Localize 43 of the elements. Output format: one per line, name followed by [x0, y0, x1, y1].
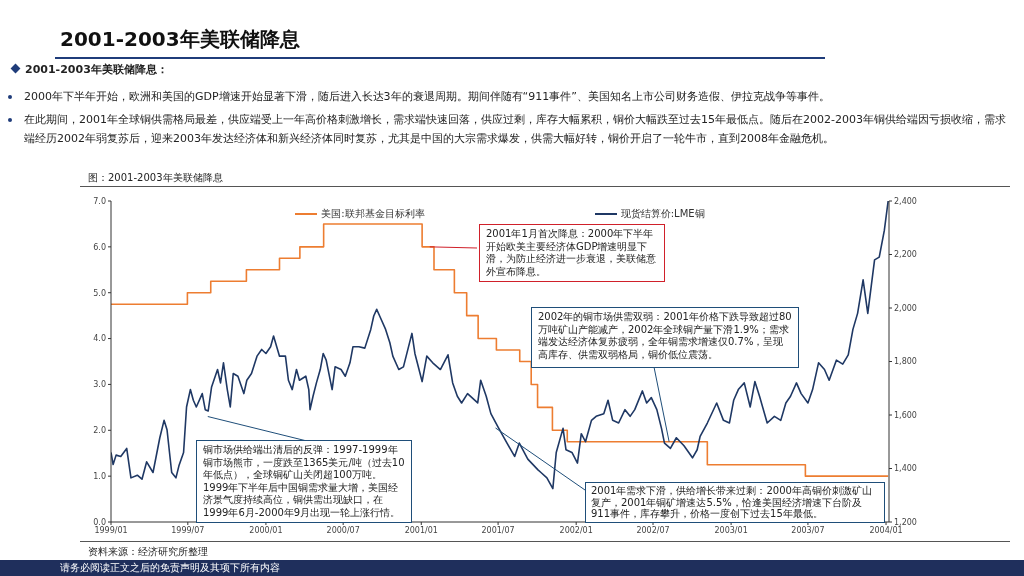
callout-box: 铜市场供给端出清后的反弹：1997-1999年铜市场熊市，一度跌至1365美元/吨（过去10年低点），全球铜矿山关闭超100万吨。1999年下半年后中国铜需求量大增，美国经济景气度持续高位，铜供需出现缺口，在1999年6月-2000年9月出现一轮上涨行情。 — [196, 440, 412, 523]
annotation: 2002年的铜市场供需双弱：2001年价格下跌导致超过80万吨矿山产能减产，2002年全球铜产量下滑1.9%；需求端发达经济体复苏疲弱，全年铜需求增速仅0.7%，呈现高库存、供需双弱格局，铜价低位震荡。 — [538, 311, 792, 360]
x-tick-label: 2000/01 — [249, 525, 283, 535]
y2-tick-label: 2,200 — [894, 250, 917, 260]
y-tick-label: 2.0 — [93, 426, 106, 436]
x-tick-label: 1999/07 — [171, 525, 205, 535]
x-tick-label: 1999/01 — [94, 525, 128, 535]
y-tick-label: 4.0 — [93, 334, 106, 344]
callout-box: 2001年需求下滑，供给增长带来过剩：2000年高铜价刺激矿山复产，2001年铜矿增速达5.5%，恰逢美国经济增速下台阶及911事件，库存攀升，价格一度创下过去15年最低。 — [585, 482, 885, 523]
y-tick-label: 7.0 — [93, 196, 106, 206]
x-tick-label: 2001/07 — [481, 525, 515, 535]
x-tick-label: 2003/01 — [714, 525, 748, 535]
y2-tick-label: 1,200 — [894, 517, 917, 527]
y2-tick-label: 1,400 — [894, 464, 917, 474]
chart-subtitle: 图：2001-2003年美联储降息 — [88, 171, 223, 185]
x-tick-label: 2002/01 — [559, 525, 593, 535]
x-tick-label: 2004/01 — [869, 525, 903, 535]
annotation: 2001年需求下滑，供给增长带来过剩：2000年高铜价刺激矿山复产，2001年铜矿增速达5.5%，恰逢美国经济增速下台阶及911事件，库存攀升，价格一度创下过去15年最低。 — [591, 485, 872, 519]
y2-tick-label: 2,400 — [894, 196, 917, 206]
y-tick-label: 5.0 — [93, 288, 106, 298]
callout-box: 2002年的铜市场供需双弱：2001年价格下跌导致超过80万吨矿山产能减产，2002年全球铜产量下滑1.9%；需求端发达经济体复苏疲弱，全年铜需求增速仅0.7%，呈现高库存、供需双弱格局，铜价低位震荡。 — [531, 307, 799, 368]
x-tick-label: 2003/07 — [791, 525, 825, 535]
x-tick-label: 2002/07 — [636, 525, 670, 535]
annotation: 铜市场供给端出清后的反弹：1997-1999年铜市场熊市，一度跌至1365美元/吨（过去10年低点），全球铜矿山关闭超100万吨。1999年下半年后中国铜需求量大增，美国经济景气度持续高位，铜供需出现缺口，在1999年6月-2000年9月出现一轮上涨行情。 — [203, 444, 405, 518]
y-tick-label: 6.0 — [93, 242, 106, 252]
x-tick-label: 2000/07 — [326, 525, 360, 535]
y2-tick-label: 1,600 — [894, 410, 917, 420]
text: 资料来源：经济研究所整理 — [88, 545, 208, 559]
annotation: 2001年1月首次降息：2000年下半年开始欧美主要经济体GDP增速明显下滑，为防止经济进一步衰退，美联储意外宣布降息。 — [486, 228, 656, 277]
callout-box: 2001年1月首次降息：2000年下半年开始欧美主要经济体GDP增速明显下滑，为防止经济进一步衰退，美联储意外宣布降息。 — [479, 224, 665, 282]
text: 2001-2003年美联储降息： — [25, 63, 168, 76]
text: 在此期间，2001年全球铜供需格局最差，供应端受上一年高价格刺激增长，需求端快速回落，供应过剩，库存大幅累积，铜价大幅跌至过去15年最低点。随后在2002-2003年铜供给端因亏损收缩，需求端经历2002年弱复苏后，迎来2003年发达经济体和新兴经济体同时复苏，尤其是中国的大宗需求爆发，供需大幅好转，铜价开启了一轮牛市，直到2008年金融危机。 — [24, 112, 1007, 147]
chart-title: 2001-2003年美联储降息 — [60, 26, 300, 53]
y-tick-label: 1.0 — [93, 471, 106, 481]
y-tick-label: 0.0 — [93, 517, 106, 527]
legend-label: 现货结算价:LME铜 — [620, 207, 705, 221]
legend-label: 美国:联邦基金目标利率 — [321, 207, 425, 221]
y2-tick-label: 1,800 — [894, 357, 917, 367]
text: 请务必阅读正文之后的免责声明及其项下所有内容 — [60, 561, 280, 575]
x-tick-label: 2001/01 — [404, 525, 438, 535]
y2-tick-label: 2,000 — [894, 303, 917, 313]
y-tick-label: 3.0 — [93, 380, 106, 390]
text: 2000年下半年开始，欧洲和美国的GDP增速开始显著下滑，随后进入长达3年的衰退周期。期间伴随有“911事件”、美国知名上市公司财务造假、伊拉克战争等事件。 — [24, 89, 831, 105]
